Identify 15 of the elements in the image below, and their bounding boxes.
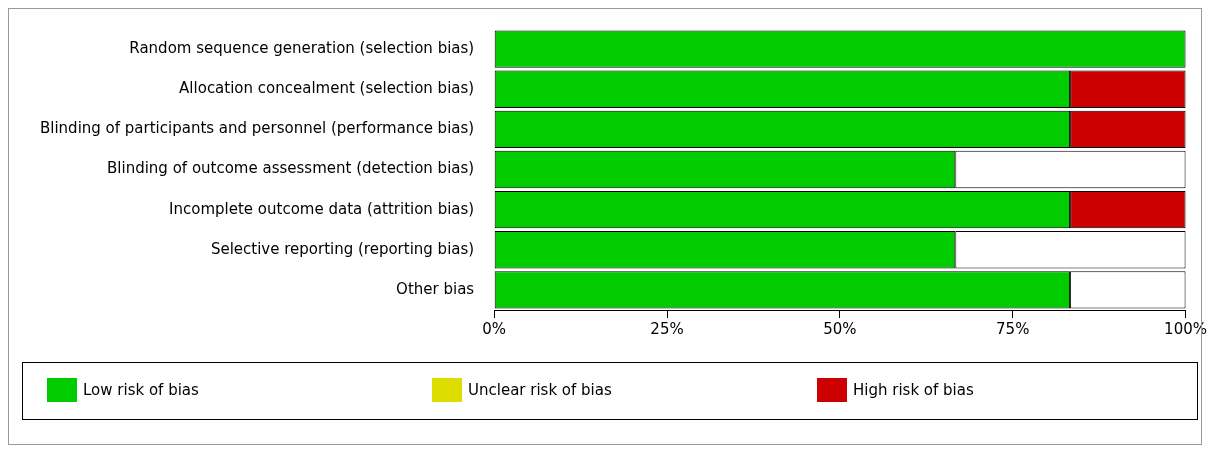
- legend-label: Unclear risk of bias: [468, 381, 612, 399]
- y-tick-label: Random sequence generation (selection bias): [129, 38, 475, 57]
- legend-label: High risk of bias: [853, 381, 974, 399]
- y-tick-label: Allocation concealment (selection bias): [179, 79, 475, 98]
- y-tick-label: Selective reporting (reporting bias): [210, 239, 475, 258]
- legend-label: Low risk of bias: [83, 381, 199, 399]
- x-tick-label: 50%: [823, 319, 857, 338]
- y-tick-label: Incomplete outcome data (attrition bias): [169, 199, 475, 218]
- x-tick-label: 25%: [650, 319, 684, 338]
- y-tick-label: Blinding of outcome assessment (detection bias): [107, 159, 475, 178]
- x-tick-label: 75%: [996, 319, 1030, 338]
- x-tick-label: 100%: [1164, 319, 1207, 338]
- x-tick-label: 0%: [482, 319, 507, 338]
- y-tick-label: Other bias: [396, 279, 475, 298]
- y-tick-label: Blinding of participants and personnel (performance bias): [39, 119, 475, 138]
